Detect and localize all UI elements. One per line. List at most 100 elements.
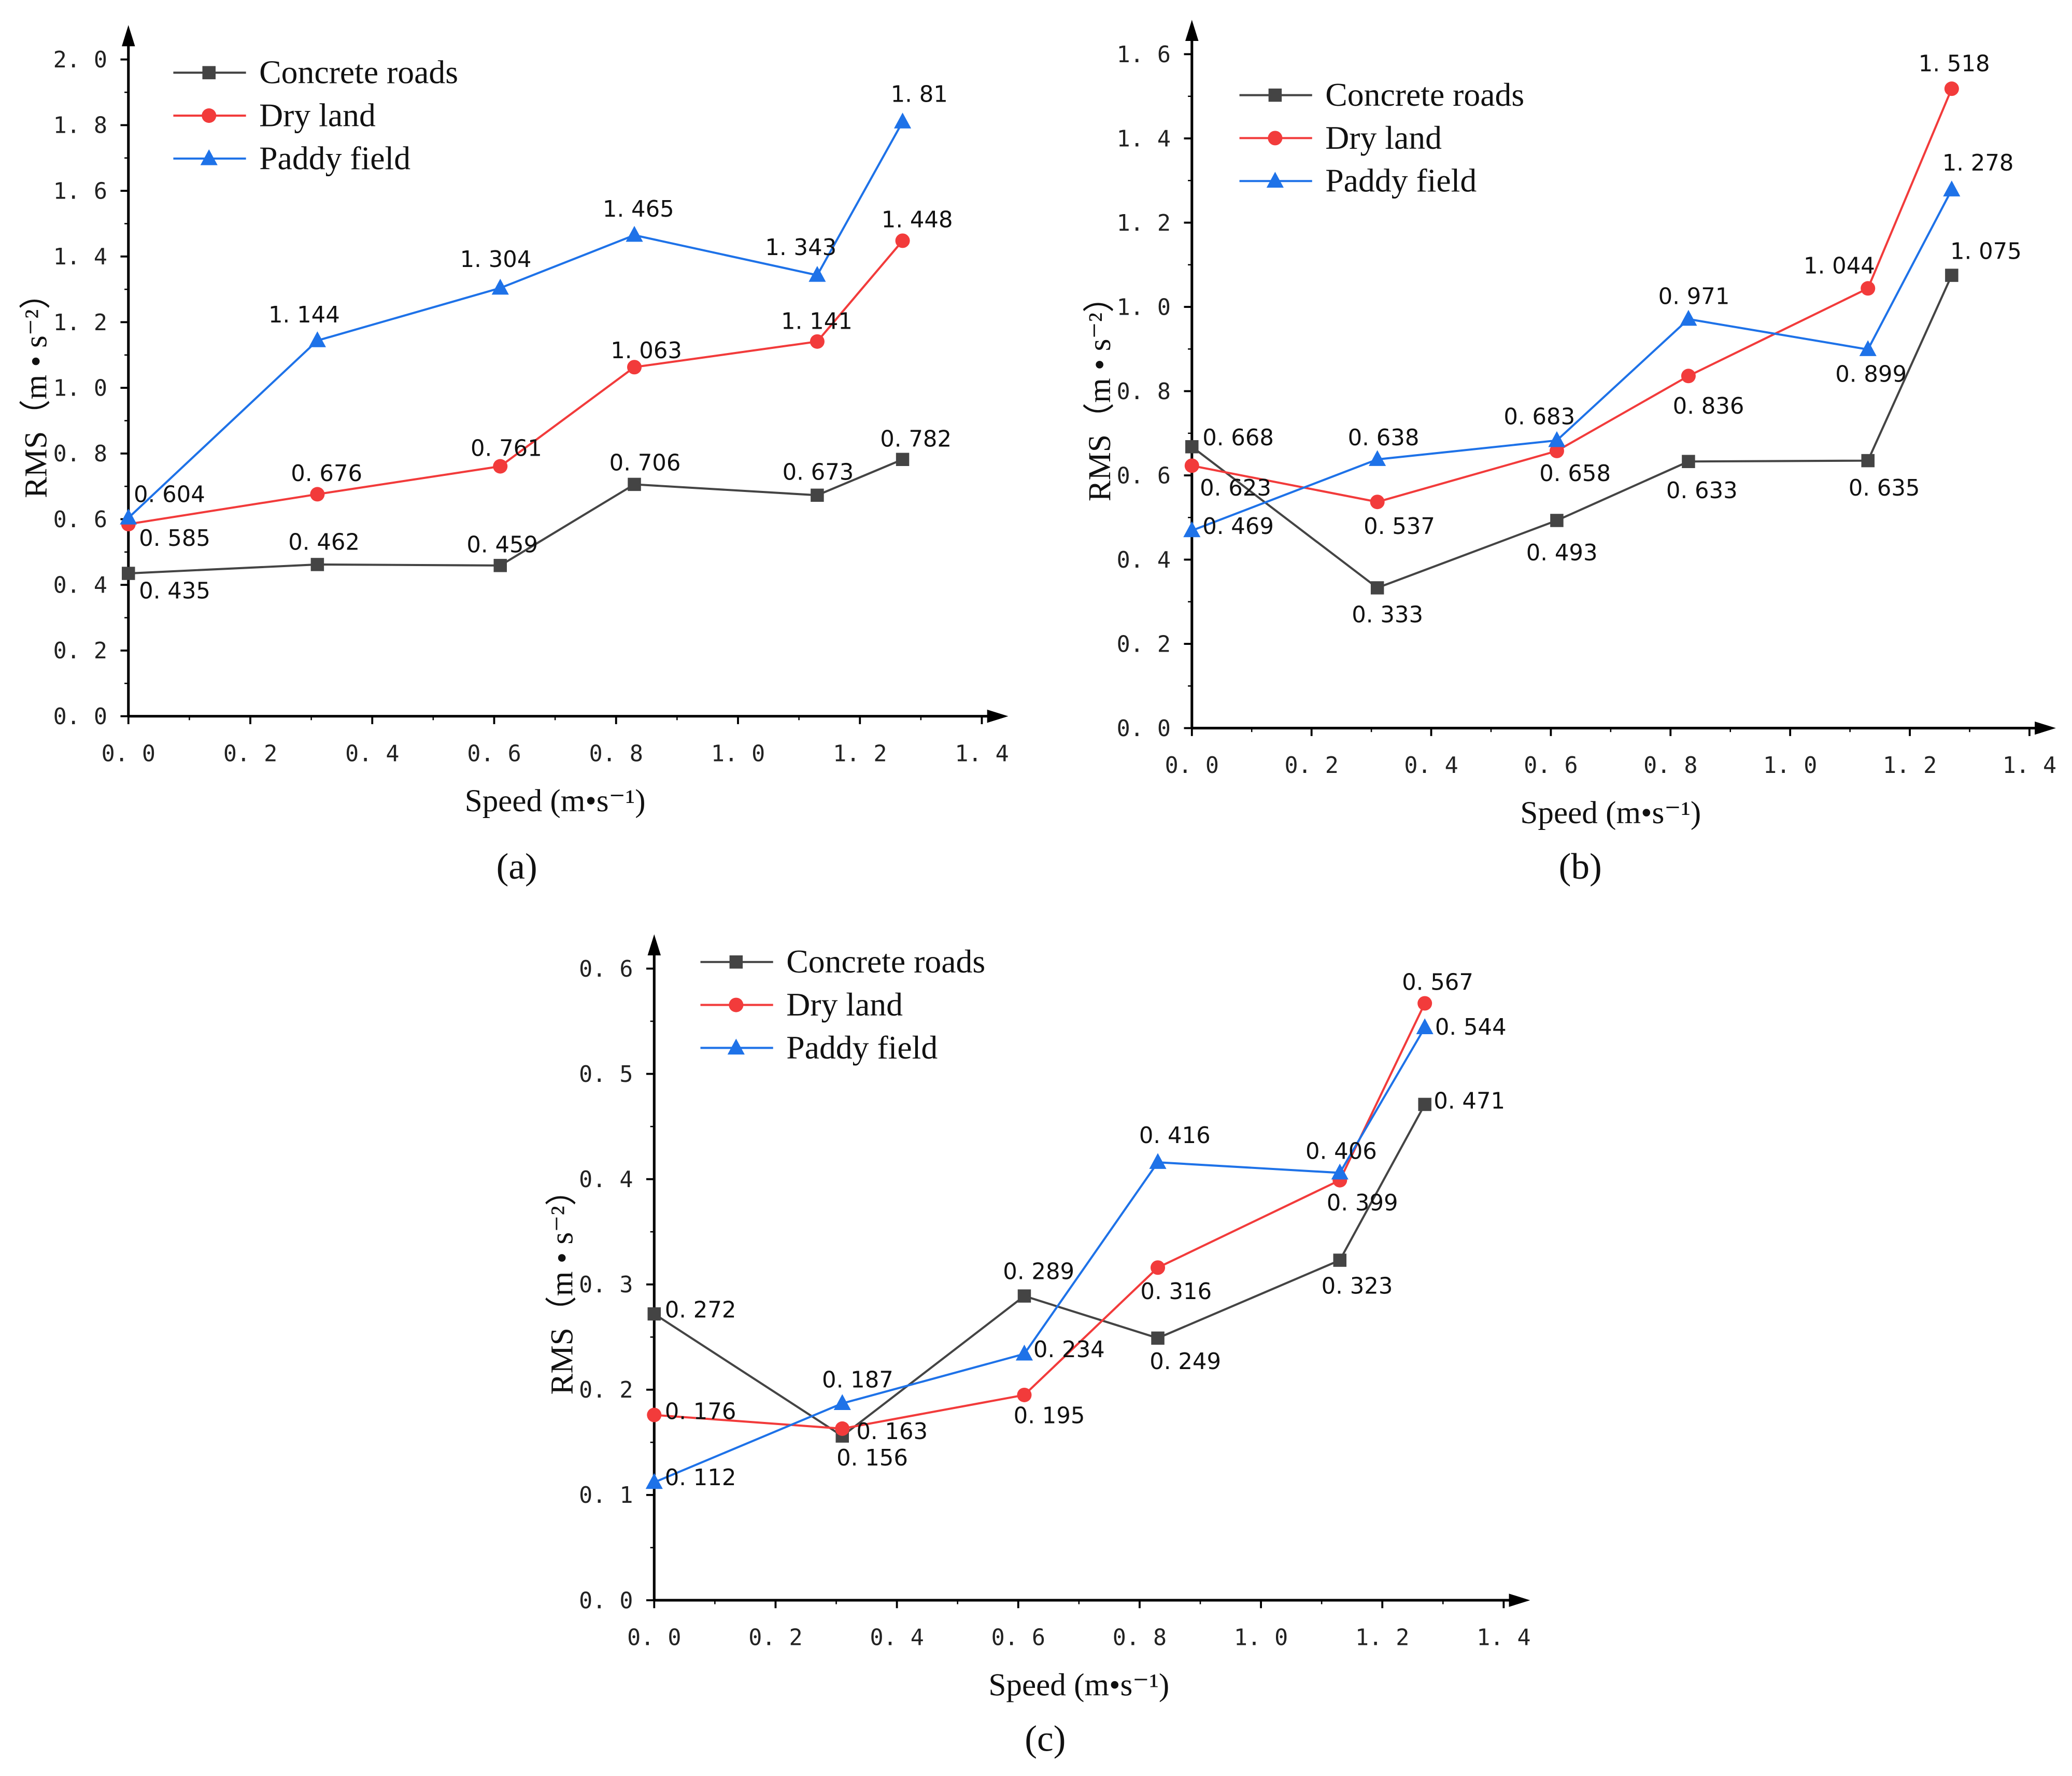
y-tick-label: 1. 0	[53, 375, 107, 401]
data-point-square	[1682, 455, 1695, 468]
y-tick-label: 1. 0	[1117, 294, 1171, 320]
data-label: 0. 537	[1364, 514, 1435, 540]
data-label: 0. 836	[1673, 393, 1744, 419]
data-point-triangle	[491, 278, 509, 295]
series-line	[1191, 189, 1953, 532]
data-label: 1. 144	[268, 302, 340, 328]
y-tick-label: 0. 6	[1117, 463, 1171, 489]
data-point-square	[1333, 1253, 1347, 1267]
data-label: 0. 623	[1200, 475, 1271, 501]
x-tick-label: 1. 2	[833, 741, 887, 767]
data-label: 0. 156	[836, 1445, 908, 1471]
legend-marker	[1268, 131, 1283, 146]
data-label: 1. 063	[611, 338, 682, 364]
data-label: 1. 448	[882, 207, 953, 233]
y-axis-arrow-icon	[1185, 20, 1199, 41]
data-point-circle	[810, 334, 825, 349]
data-point-square	[811, 488, 824, 502]
legend-label: Dry land	[259, 96, 376, 133]
y-tick-label: 1. 6	[1117, 42, 1171, 68]
legend-item: Dry land	[1239, 119, 1442, 156]
data-label: 1. 075	[1950, 239, 2022, 265]
data-point-triangle	[1149, 1153, 1167, 1169]
legend-label: Dry land	[1325, 119, 1442, 156]
y-tick-label: 0. 8	[53, 441, 107, 467]
data-label: 0. 187	[822, 1368, 893, 1393]
x-axis-arrow-icon	[987, 709, 1009, 723]
data-point-square	[628, 477, 641, 491]
series-paddy-field: 0. 469 0. 638 0. 683 0. 971 0. 899 1. 278	[1183, 150, 2013, 540]
x-tick-label: 0. 6	[991, 1625, 1045, 1651]
series-concrete-roads: 0. 668 0. 333 0. 493 0. 633 0. 635 1. 075	[1185, 239, 2022, 628]
y-axis-label: RMS（m • s⁻²）	[1082, 281, 1117, 501]
y-tick-label: 1. 4	[1117, 126, 1171, 152]
y-tick-label: 0. 6	[579, 956, 633, 982]
panel-label: (a)	[496, 846, 537, 887]
chart-panel-b: 0. 0 0. 2 0. 4 0. 6 0. 8 1. 0 1. 2 1. 4 0. 0 0. 2…	[1082, 20, 2056, 887]
data-label: 0. 658	[1539, 461, 1611, 487]
legend-label: Concrete roads	[786, 943, 985, 980]
data-point-circle	[627, 360, 642, 375]
data-point-circle	[1681, 369, 1696, 384]
series-line	[654, 1003, 1426, 1430]
x-tick-label: 1. 0	[1234, 1625, 1288, 1651]
series-paddy-field: 0. 112 0. 187 0. 234 0. 416 0. 406 0. 544	[645, 1014, 1507, 1491]
legend-label: Concrete roads	[259, 54, 458, 91]
series-line	[1191, 88, 1953, 503]
data-point-triangle	[645, 1473, 663, 1489]
data-label: 0. 899	[1835, 362, 1907, 388]
x-tick-label: 0. 0	[1165, 753, 1219, 779]
x-tick-label: 1. 2	[1355, 1625, 1409, 1651]
data-label: 1. 044	[1804, 253, 1875, 279]
data-label: 0. 406	[1305, 1139, 1377, 1165]
data-label: 0. 323	[1322, 1274, 1393, 1300]
x-tick-label: 0. 2	[748, 1625, 802, 1651]
data-label: 0. 469	[1202, 514, 1274, 540]
legend-label: Paddy field	[259, 139, 410, 176]
data-point-square	[493, 559, 507, 572]
panel-label: (c)	[1025, 1718, 1066, 1759]
y-tick-label: 0. 1	[579, 1483, 633, 1509]
legend-item: Paddy field	[700, 1029, 938, 1066]
legend-label: Paddy field	[786, 1029, 938, 1066]
x-tick-label: 0. 6	[1524, 753, 1578, 779]
data-label: 0. 761	[471, 435, 542, 461]
data-point-triangle	[1548, 431, 1566, 447]
series-dry-land: 0. 176 0. 163 0. 195 0. 316 0. 399 0. 567	[647, 969, 1473, 1445]
data-point-circle	[310, 487, 325, 502]
legend-item: Concrete roads	[173, 54, 458, 91]
x-tick-label: 0. 8	[589, 741, 643, 767]
data-point-circle	[647, 1407, 662, 1422]
data-label: 0. 567	[1402, 969, 1473, 995]
series-dry-land: 0. 623 0. 537 0. 658 0. 836 1. 044 1. 518	[1184, 51, 1990, 540]
data-point-square	[122, 567, 135, 580]
y-axis-arrow-icon	[647, 934, 661, 956]
data-point-triangle	[808, 266, 826, 282]
data-point-triangle	[894, 112, 912, 129]
data-point-square	[896, 453, 910, 467]
x-tick-label: 0. 2	[1284, 753, 1338, 779]
data-label: 0. 249	[1149, 1349, 1221, 1375]
series-line	[654, 1027, 1426, 1484]
data-label: 0. 462	[288, 529, 360, 555]
series-paddy-field: 0. 604 1. 144 1. 304 1. 465 1. 343 1. 81	[120, 81, 948, 525]
chart-panel-c: 0. 0 0. 2 0. 4 0. 6 0. 8 1. 0 1. 2 1. 4 0. 0 0. 1…	[544, 934, 1531, 1759]
data-point-triangle	[1416, 1018, 1434, 1034]
data-label: 0. 638	[1348, 425, 1420, 451]
y-tick-label: 0. 2	[53, 638, 107, 664]
data-point-circle	[1549, 443, 1564, 458]
y-tick-label: 0. 2	[1117, 631, 1171, 657]
series-line	[1191, 275, 1953, 589]
legend-item: Dry land	[173, 96, 376, 133]
data-point-triangle	[626, 225, 643, 242]
series-line	[128, 240, 904, 526]
data-label: 0. 471	[1434, 1089, 1505, 1115]
legend-marker	[1268, 88, 1282, 102]
data-point-square	[647, 1307, 661, 1321]
x-tick-label: 0. 4	[870, 1625, 924, 1651]
x-tick-label: 0. 8	[1643, 753, 1697, 779]
data-label: 0. 289	[1003, 1259, 1074, 1285]
data-label: 0. 635	[1849, 475, 1920, 501]
x-tick-label: 0. 2	[223, 741, 277, 767]
legend-marker	[202, 108, 217, 123]
